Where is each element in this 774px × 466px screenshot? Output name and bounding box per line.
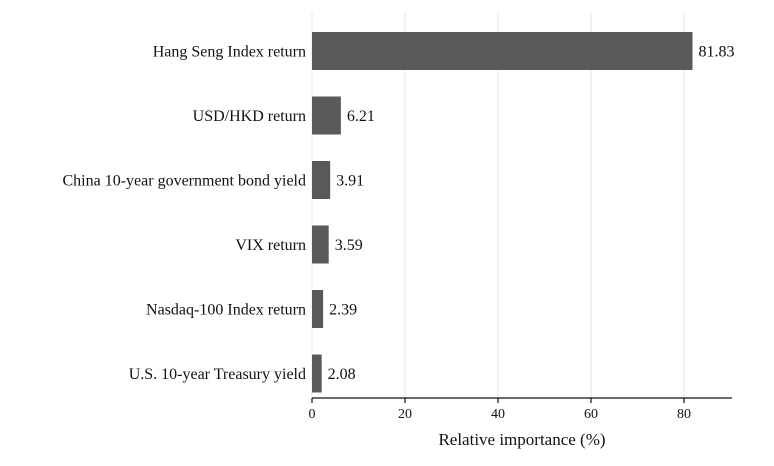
category-label: China 10-year government bond yield xyxy=(63,173,307,190)
bars xyxy=(312,32,693,393)
category-label: Hang Seng Index return xyxy=(153,44,306,61)
value-label: 81.83 xyxy=(699,44,735,61)
x-axis-title: Relative importance (%) xyxy=(438,430,605,449)
x-tick-label: 80 xyxy=(677,407,691,422)
category-labels: Hang Seng Index return USD/HKD return Chin… xyxy=(63,44,307,384)
value-label: 3.59 xyxy=(335,237,363,254)
category-label: Nasdaq-100 Index return xyxy=(146,302,306,319)
bar xyxy=(312,290,324,328)
category-label: U.S. 10-year Treasury yield xyxy=(129,366,306,383)
x-axis-ticks: 0 20 40 60 80 xyxy=(309,398,691,422)
x-tick-label: 40 xyxy=(491,407,505,422)
category-label: USD/HKD return xyxy=(193,108,306,125)
value-labels: 81.83 6.21 3.91 3.59 2.39 2.08 xyxy=(328,44,735,384)
x-tick-label: 0 xyxy=(309,407,316,422)
bar xyxy=(312,354,322,393)
value-label: 2.39 xyxy=(329,302,357,319)
category-label: VIX return xyxy=(235,237,306,254)
value-label: 3.91 xyxy=(336,173,364,190)
bar xyxy=(312,96,341,135)
bar xyxy=(312,32,693,70)
bar xyxy=(312,161,331,199)
x-tick-label: 60 xyxy=(584,407,598,422)
x-tick-label: 20 xyxy=(398,407,412,422)
bar xyxy=(312,225,329,264)
grid-lines xyxy=(311,12,685,398)
value-label: 6.21 xyxy=(347,108,375,125)
value-label: 2.08 xyxy=(328,366,356,383)
